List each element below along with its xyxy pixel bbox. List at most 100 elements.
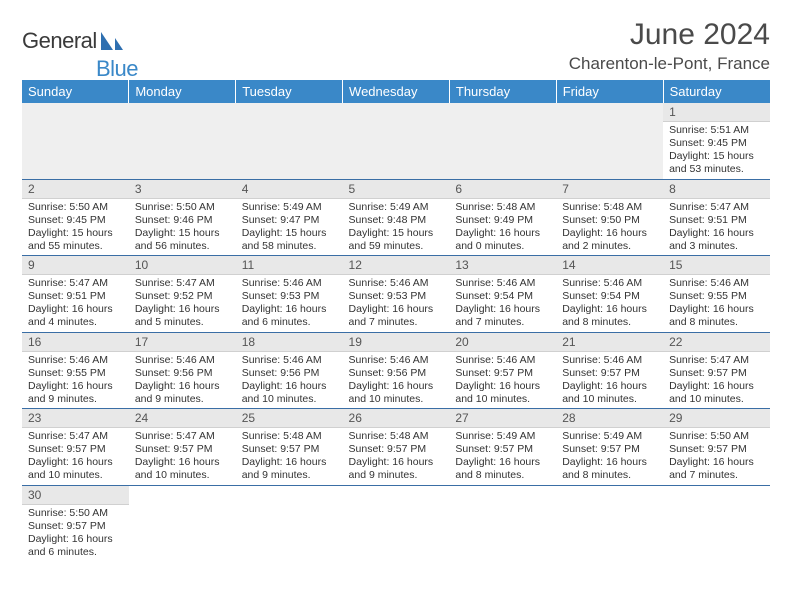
calendar-week-row: 30Sunrise: 5:50 AMSunset: 9:57 PMDayligh… [22, 485, 770, 561]
logo-text-general: General [22, 28, 97, 54]
day-body: Sunrise: 5:46 AMSunset: 9:57 PMDaylight:… [449, 352, 556, 409]
month-title: June 2024 [569, 18, 770, 52]
daylight-line: Daylight: 16 hours and 3 minutes. [669, 227, 764, 253]
calendar-day-cell: 26Sunrise: 5:48 AMSunset: 9:57 PMDayligh… [343, 409, 450, 486]
day-body: Sunrise: 5:46 AMSunset: 9:56 PMDaylight:… [129, 352, 236, 409]
sunset-line: Sunset: 9:47 PM [242, 214, 337, 227]
day-body: Sunrise: 5:49 AMSunset: 9:48 PMDaylight:… [343, 199, 450, 256]
day-number: 5 [343, 180, 450, 199]
weekday-header: Friday [556, 80, 663, 103]
day-number: 14 [556, 256, 663, 275]
daylight-line: Daylight: 16 hours and 5 minutes. [135, 303, 230, 329]
daylight-line: Daylight: 16 hours and 9 minutes. [135, 380, 230, 406]
sunset-line: Sunset: 9:57 PM [562, 443, 657, 456]
daylight-line: Daylight: 16 hours and 6 minutes. [242, 303, 337, 329]
day-body: Sunrise: 5:46 AMSunset: 9:56 PMDaylight:… [236, 352, 343, 409]
logo: General [22, 18, 125, 54]
day-number: 12 [343, 256, 450, 275]
calendar-day-cell: 7Sunrise: 5:48 AMSunset: 9:50 PMDaylight… [556, 179, 663, 256]
calendar-empty-cell [449, 103, 556, 179]
sunrise-line: Sunrise: 5:48 AM [349, 430, 444, 443]
sunrise-line: Sunrise: 5:46 AM [135, 354, 230, 367]
sunrise-line: Sunrise: 5:47 AM [669, 201, 764, 214]
sunset-line: Sunset: 9:49 PM [455, 214, 550, 227]
day-number: 30 [22, 486, 129, 505]
day-body: Sunrise: 5:47 AMSunset: 9:57 PMDaylight:… [22, 428, 129, 485]
sunrise-line: Sunrise: 5:50 AM [135, 201, 230, 214]
sunset-line: Sunset: 9:53 PM [349, 290, 444, 303]
daylight-line: Daylight: 16 hours and 7 minutes. [349, 303, 444, 329]
day-number: 3 [129, 180, 236, 199]
sunrise-line: Sunrise: 5:47 AM [135, 277, 230, 290]
sunset-line: Sunset: 9:54 PM [455, 290, 550, 303]
day-body: Sunrise: 5:46 AMSunset: 9:54 PMDaylight:… [449, 275, 556, 332]
sunset-line: Sunset: 9:51 PM [669, 214, 764, 227]
daylight-line: Daylight: 16 hours and 10 minutes. [349, 380, 444, 406]
daylight-line: Daylight: 15 hours and 56 minutes. [135, 227, 230, 253]
calendar-body: 1Sunrise: 5:51 AMSunset: 9:45 PMDaylight… [22, 103, 770, 561]
day-body: Sunrise: 5:48 AMSunset: 9:57 PMDaylight:… [343, 428, 450, 485]
weekday-row: SundayMondayTuesdayWednesdayThursdayFrid… [22, 80, 770, 103]
daylight-line: Daylight: 16 hours and 10 minutes. [135, 456, 230, 482]
sunrise-line: Sunrise: 5:46 AM [455, 277, 550, 290]
calendar-empty-cell [449, 485, 556, 561]
sunset-line: Sunset: 9:57 PM [669, 443, 764, 456]
calendar-day-cell: 12 Sunrise: 5:46 AMSunset: 9:53 PMDayligh… [343, 256, 450, 333]
day-body: Sunrise: 5:47 AMSunset: 9:52 PMDaylight:… [129, 275, 236, 332]
calendar-day-cell: 28Sunrise: 5:49 AMSunset: 9:57 PMDayligh… [556, 409, 663, 486]
sunrise-line: Sunrise: 5:50 AM [669, 430, 764, 443]
daylight-line: Daylight: 16 hours and 10 minutes. [242, 380, 337, 406]
sunrise-line: Sunrise: 5:46 AM [242, 354, 337, 367]
sunrise-line: Sunrise: 5:49 AM [562, 430, 657, 443]
daylight-line: Daylight: 16 hours and 9 minutes. [349, 456, 444, 482]
sunset-line: Sunset: 9:45 PM [28, 214, 123, 227]
weekday-header: Monday [129, 80, 236, 103]
calendar-empty-cell [129, 103, 236, 179]
daylight-line: Daylight: 16 hours and 10 minutes. [28, 456, 123, 482]
daylight-line: Daylight: 16 hours and 2 minutes. [562, 227, 657, 253]
weekday-header: Saturday [663, 80, 770, 103]
calendar-empty-cell [22, 103, 129, 179]
daylight-line: Daylight: 16 hours and 9 minutes. [28, 380, 123, 406]
sunrise-line: Sunrise: 5:48 AM [242, 430, 337, 443]
sunset-line: Sunset: 9:48 PM [349, 214, 444, 227]
day-body: Sunrise: 5:46 AMSunset: 9:57 PMDaylight:… [556, 352, 663, 409]
calendar-day-cell: 5Sunrise: 5:49 AMSunset: 9:48 PMDaylight… [343, 179, 450, 256]
day-number: 29 [663, 409, 770, 428]
calendar-empty-cell [556, 485, 663, 561]
daylight-line: Daylight: 16 hours and 8 minutes. [669, 303, 764, 329]
sunset-line: Sunset: 9:57 PM [28, 520, 123, 533]
day-body: Sunrise: 5:47 AMSunset: 9:51 PMDaylight:… [22, 275, 129, 332]
calendar-day-cell: 6Sunrise: 5:48 AMSunset: 9:49 PMDaylight… [449, 179, 556, 256]
sunset-line: Sunset: 9:57 PM [669, 367, 764, 380]
calendar-day-cell: 15Sunrise: 5:46 AMSunset: 9:55 PMDayligh… [663, 256, 770, 333]
day-body: Sunrise: 5:46 AMSunset: 9:54 PMDaylight:… [556, 275, 663, 332]
day-number: 27 [449, 409, 556, 428]
day-body: Sunrise: 5:46 AMSunset: 9:55 PMDaylight:… [663, 275, 770, 332]
calendar-day-cell: 22Sunrise: 5:47 AMSunset: 9:57 PMDayligh… [663, 332, 770, 409]
day-number: 10 [129, 256, 236, 275]
calendar-day-cell: 13Sunrise: 5:46 AMSunset: 9:54 PMDayligh… [449, 256, 556, 333]
sunrise-line: Sunrise: 5:48 AM [562, 201, 657, 214]
sunset-line: Sunset: 9:57 PM [455, 367, 550, 380]
calendar-week-row: 16Sunrise: 5:46 AMSunset: 9:55 PMDayligh… [22, 332, 770, 409]
sunrise-line: Sunrise: 5:49 AM [455, 430, 550, 443]
sunset-line: Sunset: 9:50 PM [562, 214, 657, 227]
calendar-week-row: 2Sunrise: 5:50 AMSunset: 9:45 PMDaylight… [22, 179, 770, 256]
calendar-page: General June 2024 Charenton-le-Pont, Fra… [0, 0, 792, 561]
day-body: Sunrise: 5:48 AMSunset: 9:50 PMDaylight:… [556, 199, 663, 256]
sunrise-line: Sunrise: 5:46 AM [562, 277, 657, 290]
sunrise-line: Sunrise: 5:51 AM [669, 124, 764, 137]
calendar-day-cell: 1Sunrise: 5:51 AMSunset: 9:45 PMDaylight… [663, 103, 770, 179]
logo-text-blue: Blue [96, 56, 138, 82]
sunset-line: Sunset: 9:57 PM [242, 443, 337, 456]
day-body: Sunrise: 5:50 AMSunset: 9:57 PMDaylight:… [663, 428, 770, 485]
daylight-line: Daylight: 16 hours and 8 minutes. [562, 456, 657, 482]
title-block: June 2024 Charenton-le-Pont, France [569, 18, 770, 74]
day-body: Sunrise: 5:48 AMSunset: 9:57 PMDaylight:… [236, 428, 343, 485]
day-body: Sunrise: 5:46 AMSunset: 9:56 PMDaylight:… [343, 352, 450, 409]
sunrise-line: Sunrise: 5:46 AM [349, 277, 444, 290]
calendar-empty-cell [236, 485, 343, 561]
calendar-day-cell: 11Sunrise: 5:46 AMSunset: 9:53 PMDayligh… [236, 256, 343, 333]
day-number: 15 [663, 256, 770, 275]
